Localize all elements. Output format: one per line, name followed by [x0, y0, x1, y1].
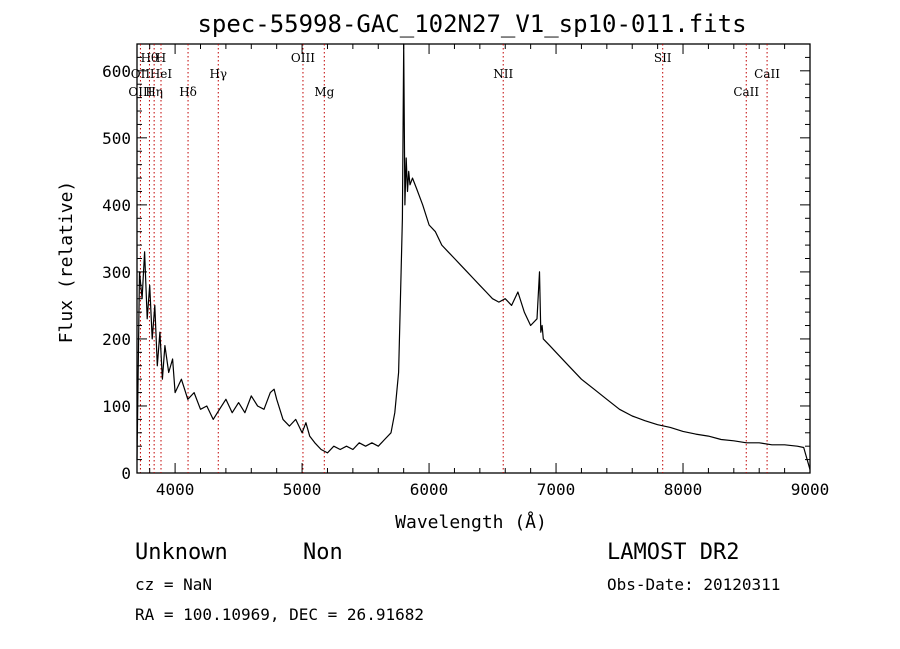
- line-marker-label: CaII: [754, 67, 780, 81]
- x-tick-label: 7000: [537, 480, 576, 499]
- survey-name: LAMOST DR2: [607, 540, 739, 565]
- spectrum-series: [136, 43, 811, 470]
- line-marker-label: OIII: [128, 85, 152, 99]
- x-axis-label: Wavelength (Å): [395, 511, 547, 533]
- y-tick-label: 200: [102, 330, 131, 349]
- y-tick-label: 400: [102, 196, 131, 215]
- x-tick-label: 6000: [410, 480, 449, 499]
- y-axis-label: Flux (relative): [56, 181, 77, 344]
- ra-dec: RA = 100.10969, DEC = 26.91682: [135, 605, 424, 624]
- y-axis: 0 100 200 300 400 500 600: [102, 56, 810, 483]
- line-marker-label: Hδ: [179, 85, 197, 99]
- line-marker-label: OIII: [291, 51, 315, 65]
- plot-frame: [136, 43, 811, 474]
- redshift-cz: cz = NaN: [135, 575, 212, 594]
- y-tick-label: 500: [102, 129, 131, 148]
- line-marker-label: H: [156, 51, 166, 65]
- line-marker-label: Hγ: [209, 67, 227, 81]
- x-tick-label: 5000: [283, 480, 322, 499]
- x-tick-label: 9000: [791, 480, 830, 499]
- observation-date: Obs-Date: 20120311: [607, 575, 780, 594]
- line-marker-label: HeI: [150, 67, 173, 81]
- x-axis: 4000 5000 6000 7000 8000 9000: [149, 44, 830, 499]
- line-marker-label: CaII: [733, 85, 759, 99]
- chart-title: spec-55998-GAC_102N27_V1_sp10-011.fits: [197, 10, 746, 38]
- object-class: Unknown: [135, 540, 228, 565]
- object-subclass: Non: [303, 540, 343, 565]
- spectrum-line: [136, 43, 811, 470]
- line-marker-label: SII: [654, 51, 672, 65]
- x-tick-label: 8000: [664, 480, 703, 499]
- y-tick-label: 600: [102, 62, 131, 81]
- line-marker-label: Hη: [145, 85, 163, 99]
- line-marker-label: Mg: [314, 85, 334, 99]
- y-tick-label: 0: [121, 464, 131, 483]
- line-marker-label: OII: [131, 67, 151, 81]
- y-tick-label: 100: [102, 397, 131, 416]
- y-tick-label: 300: [102, 263, 131, 282]
- line-marker-label: NII: [493, 67, 513, 81]
- x-tick-label: 4000: [156, 480, 195, 499]
